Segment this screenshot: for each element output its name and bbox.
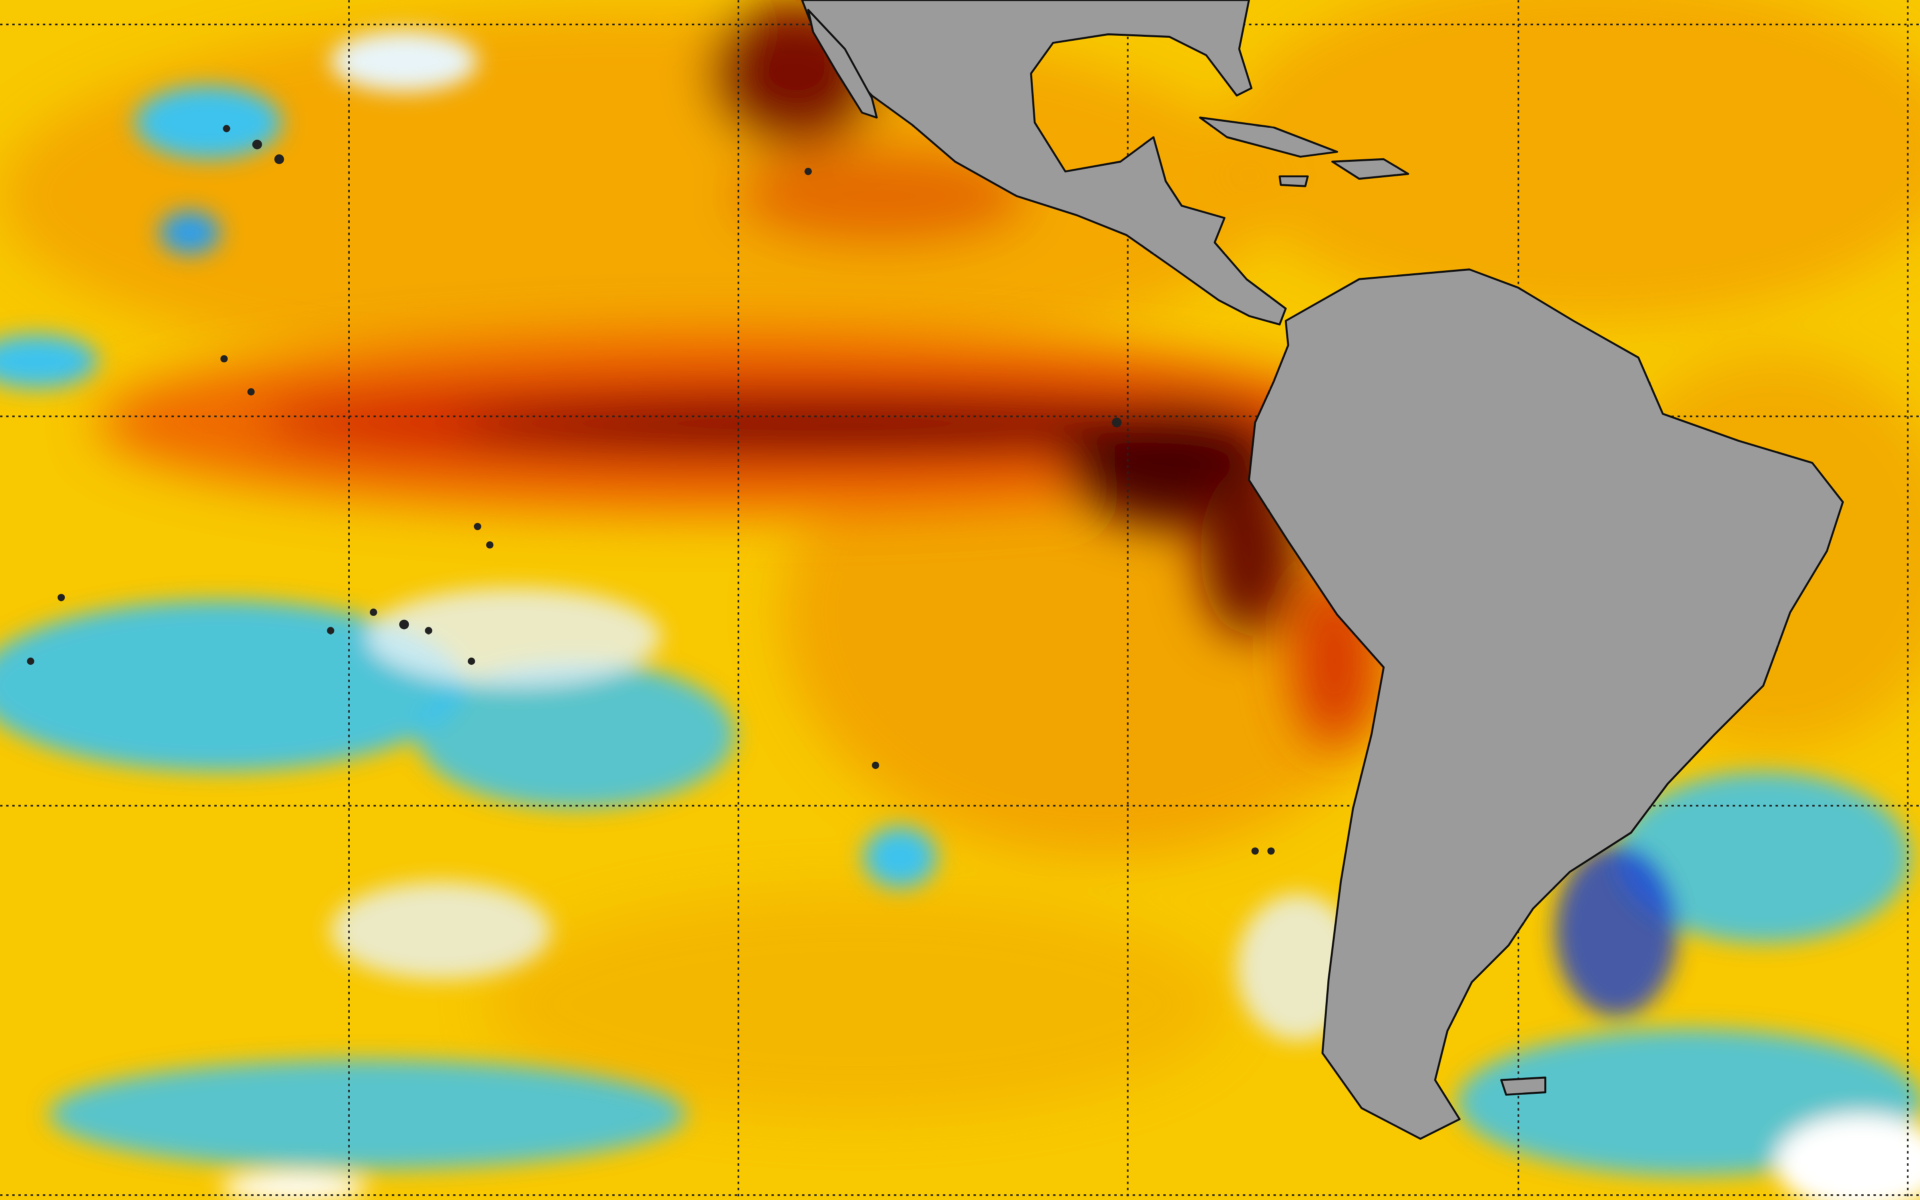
island	[222, 124, 231, 133]
island	[399, 619, 409, 630]
island	[369, 608, 378, 616]
cool-area	[1616, 771, 1911, 943]
island	[1251, 847, 1259, 855]
island	[274, 154, 285, 165]
falkland-islands	[1500, 1076, 1547, 1096]
island	[57, 593, 65, 602]
south-america	[1248, 268, 1844, 1140]
island	[326, 626, 335, 635]
island	[26, 657, 35, 665]
cool-area	[0, 334, 98, 389]
north-central-america	[801, 0, 1287, 326]
island	[247, 388, 255, 396]
hispaniola	[1331, 158, 1410, 180]
cuba	[1199, 116, 1339, 158]
cool-area	[416, 661, 735, 809]
island	[486, 541, 494, 549]
island	[871, 761, 880, 769]
cool-area	[159, 210, 221, 255]
cool-area	[134, 85, 282, 160]
neutral-area	[330, 30, 478, 92]
warm-area	[489, 893, 1225, 1115]
island	[1111, 417, 1122, 428]
islands	[26, 124, 1275, 855]
warm-band-core	[453, 404, 1262, 449]
cool-area	[863, 826, 937, 888]
warm-area	[1224, 0, 1920, 319]
island	[252, 139, 263, 150]
island	[467, 657, 476, 665]
island	[473, 522, 482, 531]
cold-area	[1555, 844, 1678, 1017]
neutral-area	[220, 1173, 368, 1200]
jamaica	[1278, 175, 1309, 188]
island	[220, 355, 228, 363]
island	[1267, 847, 1275, 855]
warm-anomaly-fields	[0, 0, 1920, 1115]
land	[801, 0, 1844, 1140]
neutral-area	[367, 587, 662, 686]
cool-anomaly-fields	[0, 30, 1920, 1200]
neutral-area	[330, 881, 552, 980]
island	[424, 626, 433, 635]
cool-area	[48, 1059, 686, 1170]
neutral-area	[1775, 1114, 1920, 1200]
baja-california	[807, 8, 878, 119]
island	[804, 167, 812, 176]
